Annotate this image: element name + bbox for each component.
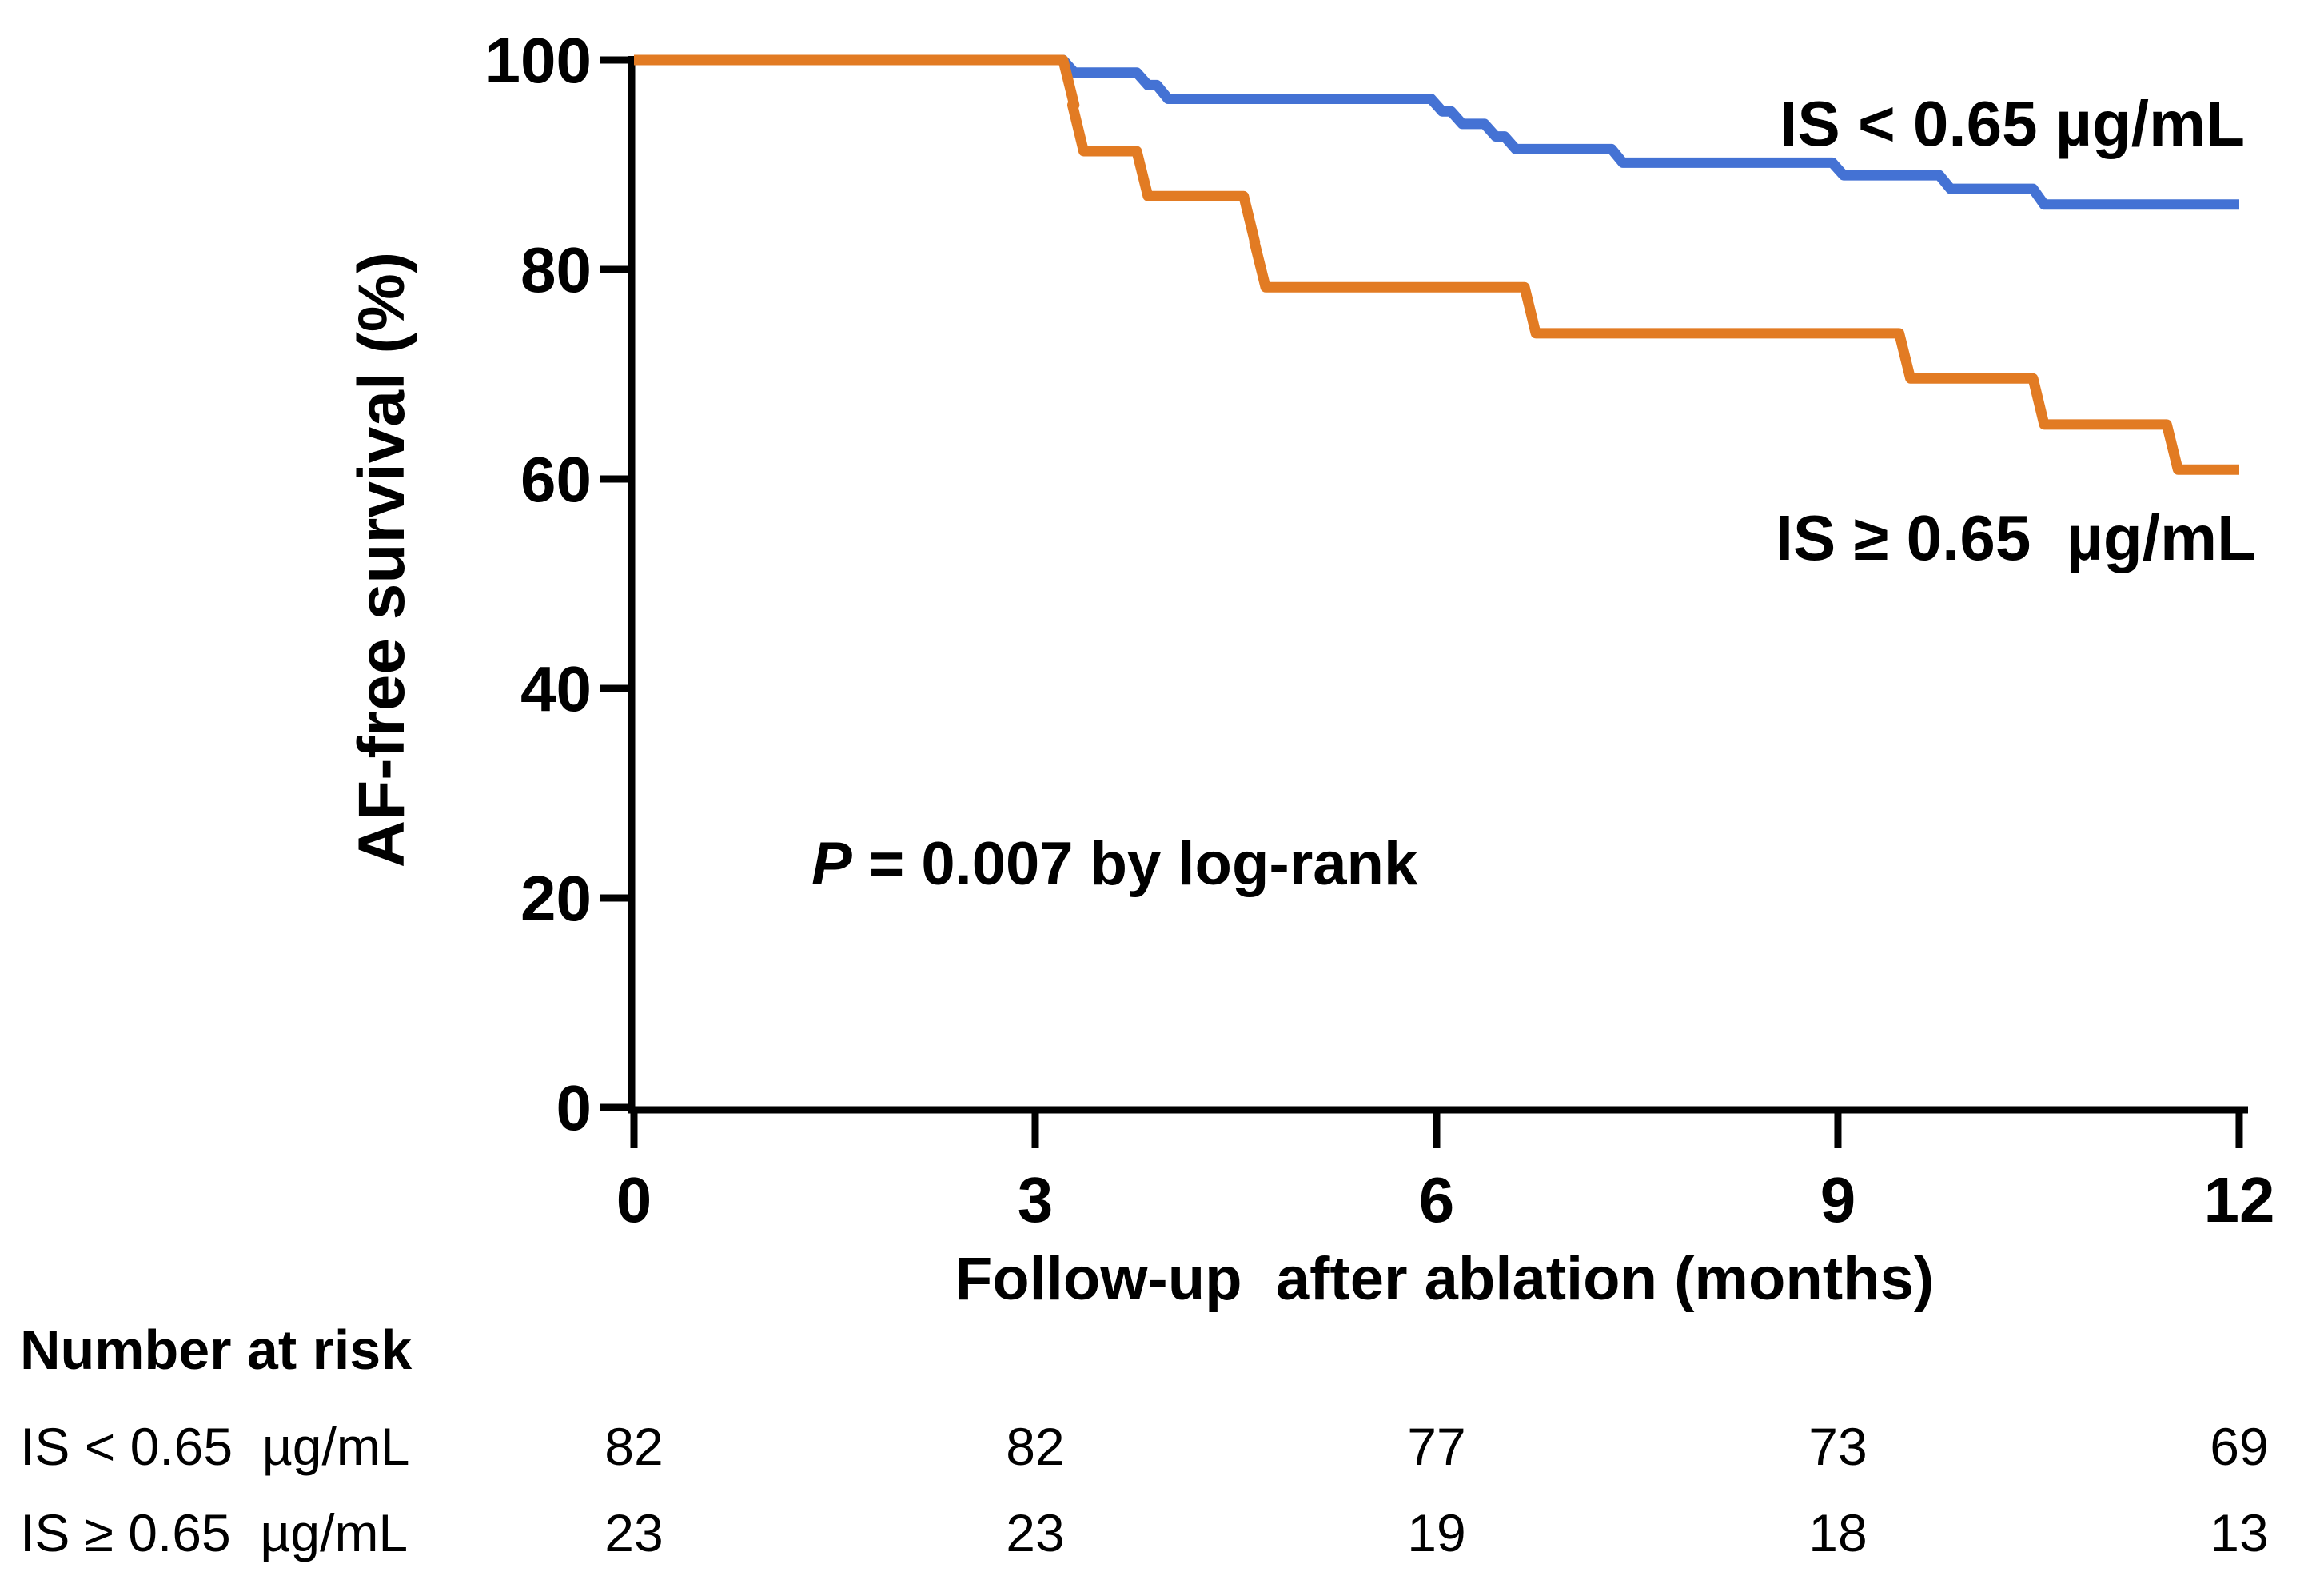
risk-count: 82 xyxy=(604,1417,663,1476)
y-tick-label: 60 xyxy=(520,444,592,515)
y-axis-ticks: 0 20 40 60 80 100 xyxy=(485,25,632,1143)
x-tick-label: 12 xyxy=(2203,1164,2274,1235)
x-tick-label: 3 xyxy=(1018,1164,1054,1235)
risk-table: Number at risk IS < 0.65 µg/mL IS ≥ 0.65… xyxy=(20,1319,2269,1562)
axes: 0 20 40 60 80 100 0 3 6 9 12 xyxy=(485,25,2275,1235)
x-tick-label: 9 xyxy=(1820,1164,1856,1235)
pvalue-text: P = 0.007 by log-rank xyxy=(811,830,1418,898)
y-tick-label: 0 xyxy=(556,1072,592,1143)
risk-count: 77 xyxy=(1407,1417,1465,1476)
orange-series-path xyxy=(634,54,2239,475)
x-axis-label: Follow-up after ablation (months) xyxy=(955,1245,1934,1313)
y-axis-label: AF-free survival (%) xyxy=(345,252,418,868)
blue-series-path xyxy=(634,54,2239,210)
risk-row-label-high: IS ≥ 0.65 µg/mL xyxy=(20,1503,408,1562)
legend-orange-label: IS ≥ 0.65 µg/mL xyxy=(1776,502,2256,573)
risk-count: 82 xyxy=(1006,1417,1064,1476)
pvalue-symbol: P xyxy=(811,830,852,898)
risk-count: 23 xyxy=(604,1503,663,1562)
risk-table-title: Number at risk xyxy=(20,1319,412,1381)
risk-count: 23 xyxy=(1006,1503,1064,1562)
risk-count: 69 xyxy=(2210,1417,2268,1476)
pvalue-rest: = 0.007 by log-rank xyxy=(852,830,1418,898)
y-tick-label: 80 xyxy=(520,234,592,305)
y-tick-label: 20 xyxy=(520,863,592,934)
y-tick-label: 100 xyxy=(485,25,592,96)
x-axis-ticks: 0 3 6 9 12 xyxy=(616,1110,2274,1235)
x-tick-label: 6 xyxy=(1419,1164,1455,1235)
risk-row-label-low: IS < 0.65 µg/mL xyxy=(20,1417,409,1476)
risk-count: 73 xyxy=(1808,1417,1867,1476)
risk-count: 19 xyxy=(1407,1503,1465,1562)
legend-blue-label: IS < 0.65 µg/mL xyxy=(1780,88,2245,159)
x-tick-label: 0 xyxy=(616,1164,652,1235)
risk-table-counts: 82 82 77 73 69 23 23 19 18 13 xyxy=(604,1417,2268,1562)
risk-count: 13 xyxy=(2210,1503,2268,1562)
y-tick-label: 40 xyxy=(520,653,592,724)
risk-count: 18 xyxy=(1808,1503,1867,1562)
